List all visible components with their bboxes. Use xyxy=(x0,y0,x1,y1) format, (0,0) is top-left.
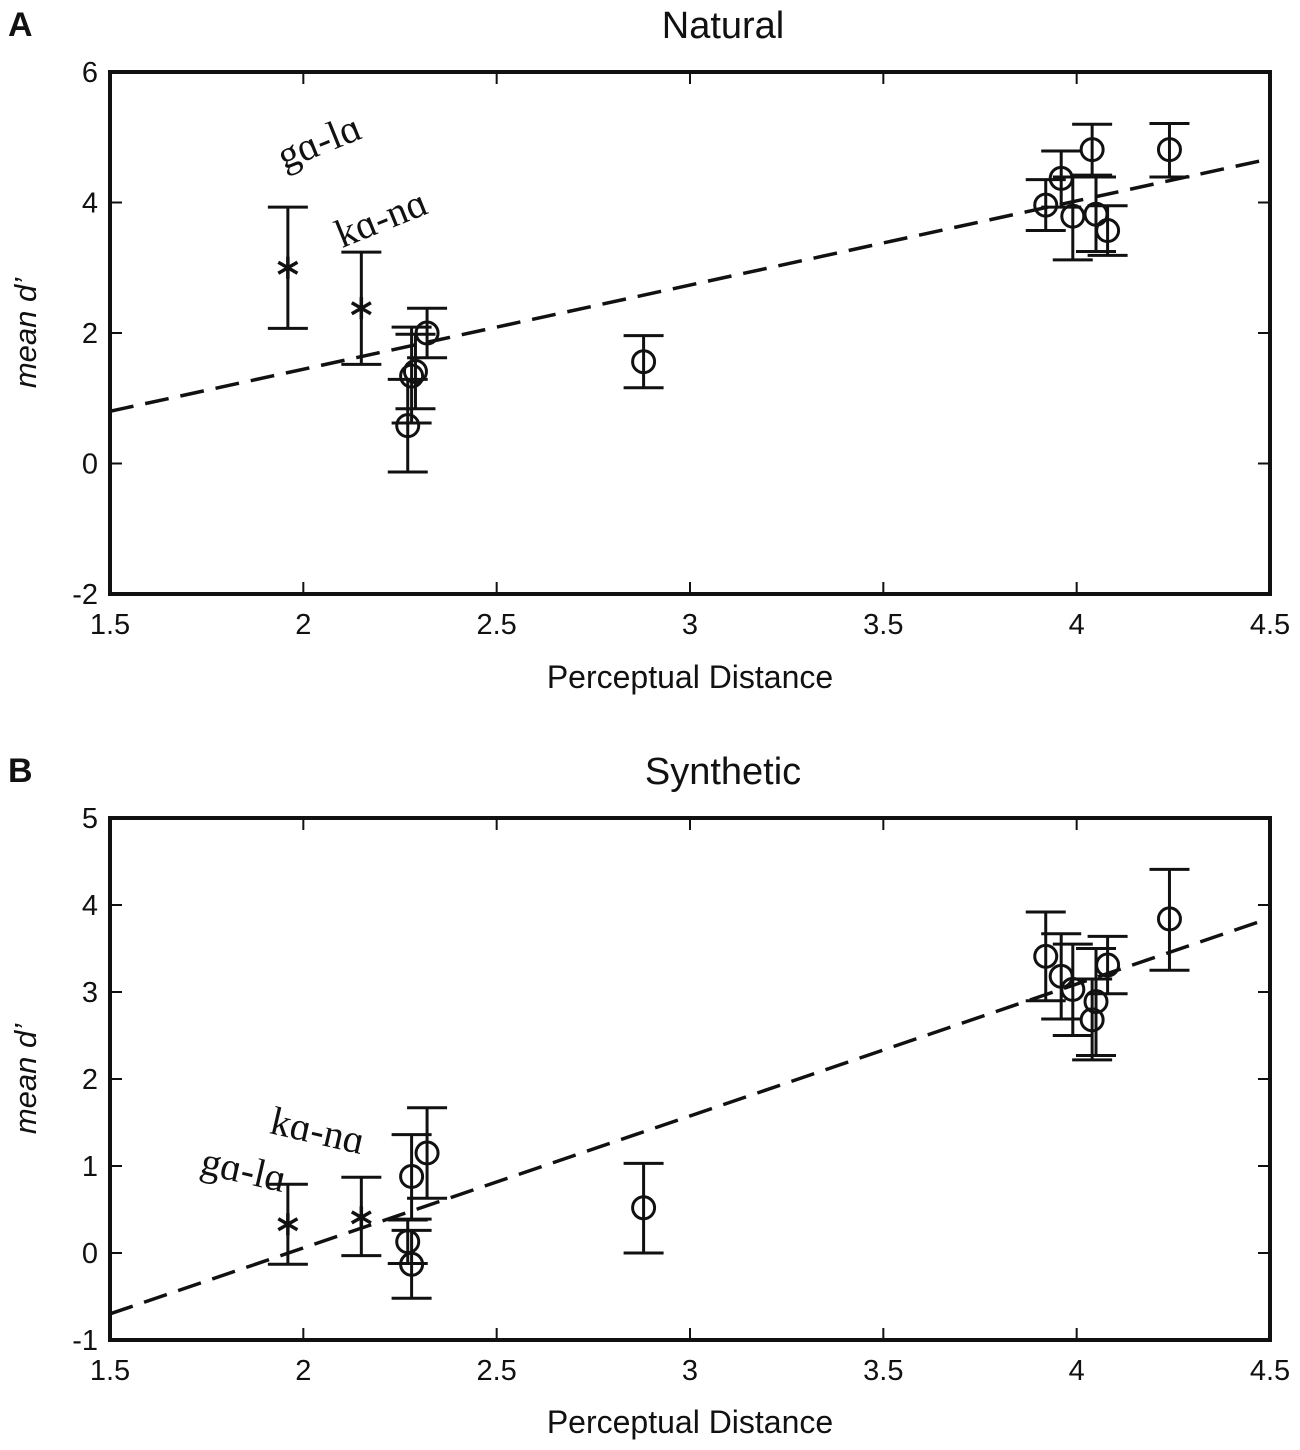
x-tick-label: 2.5 xyxy=(477,1355,517,1387)
panel-a-natural: A Natural 1.5 2 2.5 3 3.5 4 4.5 -2 0 2 4 6 Perceptual … xyxy=(8,5,1290,695)
data-point-circle xyxy=(1052,942,1093,1037)
point-annotation: kɑ-nɑ xyxy=(267,1098,370,1163)
data-point-circle xyxy=(391,1133,432,1221)
x-tick-label: 3 xyxy=(682,609,698,641)
data-point-circle xyxy=(407,1106,448,1200)
chart-title: Synthetic xyxy=(645,751,801,793)
data-point-circle xyxy=(387,1218,428,1265)
x-tick-label: 2.5 xyxy=(477,609,517,641)
circle-marker xyxy=(399,1163,425,1189)
data-point-circle xyxy=(1025,910,1066,1003)
point-annotation: gɑ-lɑ xyxy=(271,104,368,178)
fit-line xyxy=(110,916,1270,1316)
x-tick-label: 3 xyxy=(682,1355,698,1387)
asterisk-marker xyxy=(350,297,372,320)
data-point-circle xyxy=(623,334,664,390)
data-point-star xyxy=(341,1175,382,1258)
x-axis-label: Perceptual Distance xyxy=(547,1404,833,1440)
data-point-circle xyxy=(391,325,432,425)
circle-marker xyxy=(399,1251,425,1277)
circle-marker xyxy=(414,320,440,346)
circle-marker xyxy=(1156,906,1182,932)
data-point-star xyxy=(341,250,382,366)
data-point-circle xyxy=(395,332,436,411)
circle-marker xyxy=(402,358,428,384)
circle-marker xyxy=(414,1140,440,1166)
circle-marker xyxy=(1156,137,1182,163)
y-axis-label: mean d’ xyxy=(8,277,43,388)
circle-marker xyxy=(631,1195,657,1221)
y-tick-label: 0 xyxy=(82,449,98,481)
circle-marker xyxy=(1095,952,1121,978)
y-axis-label: mean d’ xyxy=(8,1023,43,1134)
data-point-circle xyxy=(1149,867,1190,972)
point-annotation: kɑ-nɑ xyxy=(329,179,434,256)
x-tick-label: 2 xyxy=(295,609,311,641)
circle-marker xyxy=(395,413,421,439)
circle-marker xyxy=(631,349,657,375)
plot-frame xyxy=(108,816,1272,1342)
panel-letter: B xyxy=(8,752,33,790)
circle-marker xyxy=(399,363,425,389)
y-tick-label: 4 xyxy=(82,890,98,922)
circle-marker xyxy=(1079,1007,1105,1033)
y-tick-label: 1 xyxy=(82,1151,98,1183)
x-tick-label: 4 xyxy=(1069,609,1085,641)
circle-marker xyxy=(1033,943,1059,969)
asterisk-marker xyxy=(277,1213,299,1236)
panel-letter: A xyxy=(8,6,33,44)
x-tick-label: 2 xyxy=(295,1355,311,1387)
panel-b-synthetic: B Synthetic 1.5 2 2.5 3 3.5 4 4.5 -1 0 1 2 3 4 5 Percept… xyxy=(8,751,1290,1440)
y-tick-label: -1 xyxy=(72,1325,98,1357)
circle-marker xyxy=(1079,137,1105,163)
x-axis-label: Perceptual Distance xyxy=(547,659,833,695)
data-point-star xyxy=(267,1182,308,1266)
asterisk-marker xyxy=(350,1206,372,1229)
data-point-circle xyxy=(1025,178,1066,233)
point-annotation: gɑ-lɑ xyxy=(197,1138,291,1201)
y-tick-label: 0 xyxy=(82,1238,98,1270)
y-tick-label: 6 xyxy=(82,57,98,89)
x-tick-label: 1.5 xyxy=(90,1355,130,1387)
circle-marker xyxy=(1083,989,1109,1015)
data-point-circle xyxy=(1076,175,1116,253)
x-tick-label: 3.5 xyxy=(863,609,903,641)
y-tick-label: 5 xyxy=(82,803,98,835)
y-tick-label: 2 xyxy=(82,1064,98,1096)
x-tick-label: 4.5 xyxy=(1250,609,1290,641)
circle-marker xyxy=(1095,218,1121,244)
circle-marker xyxy=(1033,192,1059,218)
data-point-circle xyxy=(1149,122,1190,179)
x-tick-label: 4.5 xyxy=(1250,1355,1290,1387)
data-point-circle xyxy=(1072,122,1113,177)
y-tick-label: -2 xyxy=(72,579,98,611)
data-point-circle xyxy=(623,1161,664,1255)
x-tick-label: 1.5 xyxy=(90,609,130,641)
data-point-circle xyxy=(1041,149,1082,209)
y-tick-label: 3 xyxy=(82,977,98,1009)
asterisk-marker xyxy=(277,256,299,279)
x-tick-label: 3.5 xyxy=(863,1355,903,1387)
data-point-circle xyxy=(387,377,428,474)
y-tick-label: 2 xyxy=(82,318,98,350)
data-point-circle xyxy=(1087,204,1128,257)
data-point-star xyxy=(267,205,308,330)
chart-title: Natural xyxy=(662,5,785,47)
x-tick-label: 4 xyxy=(1069,1355,1085,1387)
plot-frame xyxy=(108,70,1272,596)
fit-line xyxy=(110,157,1270,414)
data-point-circle xyxy=(1087,934,1128,996)
y-tick-label: 4 xyxy=(82,188,98,220)
data-point-circle xyxy=(391,1228,432,1300)
data-point-circle xyxy=(407,306,448,360)
